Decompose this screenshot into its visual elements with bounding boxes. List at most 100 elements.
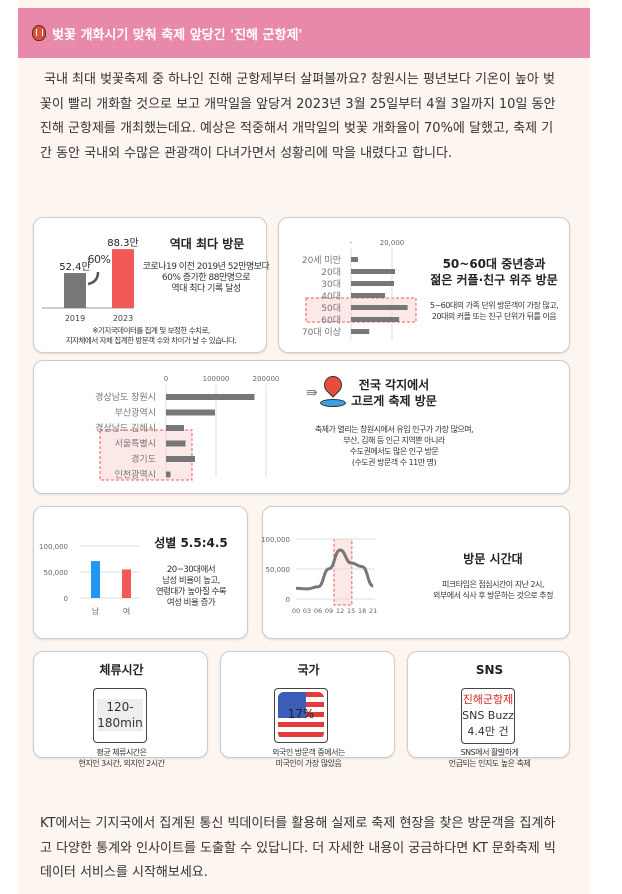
card-stay: 체류시간 120- 180min 평균 체류시간은 현지인 3시간, 외지인 2… (33, 651, 208, 768)
desc-line: 부산, 김해 등 인근 지역뿐 아니라 (343, 436, 445, 445)
tick-label: 00 (292, 607, 300, 615)
value-line: 4.4만 건 (467, 725, 509, 738)
section-title: 벚꽃 개화시기 맞춰 축제 앞당긴 '진해 군항제' (52, 27, 303, 43)
card-title: 전국 각지에서 (358, 378, 430, 392)
us-flag-icon: 17% (274, 688, 328, 743)
tick-label: 12 (336, 607, 344, 615)
data-label: 88.3만 (107, 237, 138, 249)
sns-value-box: 진해군항제 SNS Buzz 4.4만 건 (461, 688, 515, 744)
category-label: 부산광역시 (115, 407, 156, 419)
category-label: 70대 이상 (302, 327, 341, 338)
desc-line: 외국인 방문객 중에서는 (272, 748, 345, 757)
cherry-blossom-icon (32, 25, 46, 41)
bar (351, 269, 396, 274)
card-total-visits: 52.4만 2019 88.3만 2023 역대 최다 방문 코로나19 이전 201… (33, 217, 270, 353)
card-sns: SNS 진해군항제 SNS Buzz 4.4만 건 SNS에서 활발하게 언급되… (407, 651, 570, 768)
tick-label: 50,000 (266, 566, 291, 574)
desc-line: 5~60대의 가족 단위 방문객이 가장 많고, (429, 301, 559, 310)
bar (351, 329, 370, 334)
card-country: 국가 17% 외국인 방문객 중에서는 미국인이 가장 많았음 (220, 651, 395, 768)
note-line: ※기지국데이터를 집계 및 보정한 수치로, (92, 326, 210, 335)
desc-line: 여성 비율 증가 (166, 598, 216, 608)
category-label: 경상남도 김해시 (95, 422, 156, 434)
category-label: 20세 미만 (302, 255, 341, 266)
card-title: SNS (475, 663, 504, 677)
tick-label: 100,000 (261, 536, 290, 544)
bar (122, 569, 131, 598)
bar (64, 273, 86, 308)
desc-line: 남성 비율이 높고, (162, 576, 220, 586)
desc-line: SNS에서 활발하게 (460, 748, 519, 757)
tick-label: 15 (347, 607, 355, 615)
category-label: 남 (92, 607, 100, 616)
highlight-box (99, 429, 193, 481)
card-title: 방문 시간대 (463, 552, 523, 566)
desc-line: 평균 체류시간은 (96, 748, 147, 757)
desc-line: 20~30대에서 (166, 565, 216, 575)
bar (166, 394, 255, 400)
series-line (295, 548, 374, 591)
card-title: 성별 5.5:4.5 (154, 536, 228, 550)
bar (112, 249, 134, 308)
value-line: 180min (97, 716, 143, 730)
bar (166, 440, 186, 447)
desc-line: 60% 증가한 88만명으로 (161, 273, 251, 283)
value-line: 진해군항제 (462, 693, 514, 706)
desc-line: 미국인이 가장 많았음 (275, 759, 342, 768)
arrow-icon: ⇛ (306, 385, 318, 401)
tick-label: 0 (64, 595, 68, 603)
desc-line: 외부에서 식사 후 방문하는 것으로 추정 (433, 591, 553, 600)
outro-paragraph: KT에서는 기지국에서 집계된 통신 빅데이터를 활용해 실제로 축제 현장을 … (40, 816, 556, 880)
desc-line: 언급되는 인지도 높은 축제 (448, 759, 531, 768)
card-title: 50~60대 중년층과 (442, 257, 546, 271)
category-label: 50대 (321, 303, 341, 314)
bar (166, 425, 184, 431)
data-label: 52.4만 (59, 261, 90, 273)
time-line-chart: 0 50,000 100,000 00 03 06 09 12 15 18 21 (261, 536, 377, 615)
tick-label: 100,000 (39, 543, 68, 551)
tick-label: 100000 (203, 375, 230, 383)
tick-label: 2023 (113, 314, 133, 323)
tick-label: 2019 (65, 314, 85, 323)
card-gender: 0 50,000 100,000 남 여 성별 5.5:4.5 20~30대에서 남성 … (33, 506, 248, 639)
growth-arrow-icon (87, 271, 100, 286)
highlight-box (333, 538, 353, 606)
bar (91, 561, 100, 598)
desc-line: 역대 최다 기록 달성 (171, 284, 241, 294)
bar (351, 257, 358, 262)
value-line: 120- (106, 700, 134, 714)
value-line: SNS Buzz (462, 709, 514, 722)
category-label: 경기도 (131, 453, 156, 465)
bar (166, 409, 215, 416)
desc-line: 수도권에서도 많은 인구 방문 (349, 447, 439, 456)
tick-label: - (350, 239, 353, 247)
tick-label: 0 (286, 596, 290, 604)
tick-label: 0 (164, 375, 168, 383)
growth-label: 60% (87, 253, 111, 266)
location-base (320, 399, 346, 407)
desc-line: 현지인 3시간, 외지인 2시간 (78, 759, 165, 768)
card-time: 0 50,000 100,000 00 03 06 09 12 15 18 21 방문 시간대 피크… (261, 506, 570, 639)
card-title: 고르게 축제 방문 (351, 394, 437, 408)
category-label: 여 (123, 606, 130, 616)
bar (351, 293, 386, 298)
desc-line: 연령대가 높아질 수록 (155, 587, 227, 597)
desc-line: 20대의 커플 또는 친구 단위가 뒤를 이음 (431, 312, 557, 321)
country-percent: 17% (287, 707, 315, 721)
bar (166, 456, 195, 462)
tick-label: 200000 (253, 375, 280, 383)
desc-line: 축제가 열리는 창원시에서 유입 인구가 가장 많으며, (314, 425, 474, 434)
bar (351, 281, 395, 286)
gender-bar-chart: 0 50,000 100,000 남 여 (39, 543, 140, 616)
category-label: 60대 (321, 315, 341, 326)
card-region: 0 100000 200000 경상남도 창원시 부산광역시 경상남도 김해시 서울특별시 경… (33, 360, 570, 494)
card-title: 국가 (297, 663, 320, 677)
tick-label: 20,000 (380, 239, 405, 247)
tick-label: 09 (325, 607, 333, 615)
desc-line: (수도권 방문객 수 11만 명) (351, 458, 437, 467)
bar (351, 305, 408, 310)
tick-label: 50,000 (44, 569, 69, 577)
category-label: 경상남도 창원시 (95, 391, 156, 403)
